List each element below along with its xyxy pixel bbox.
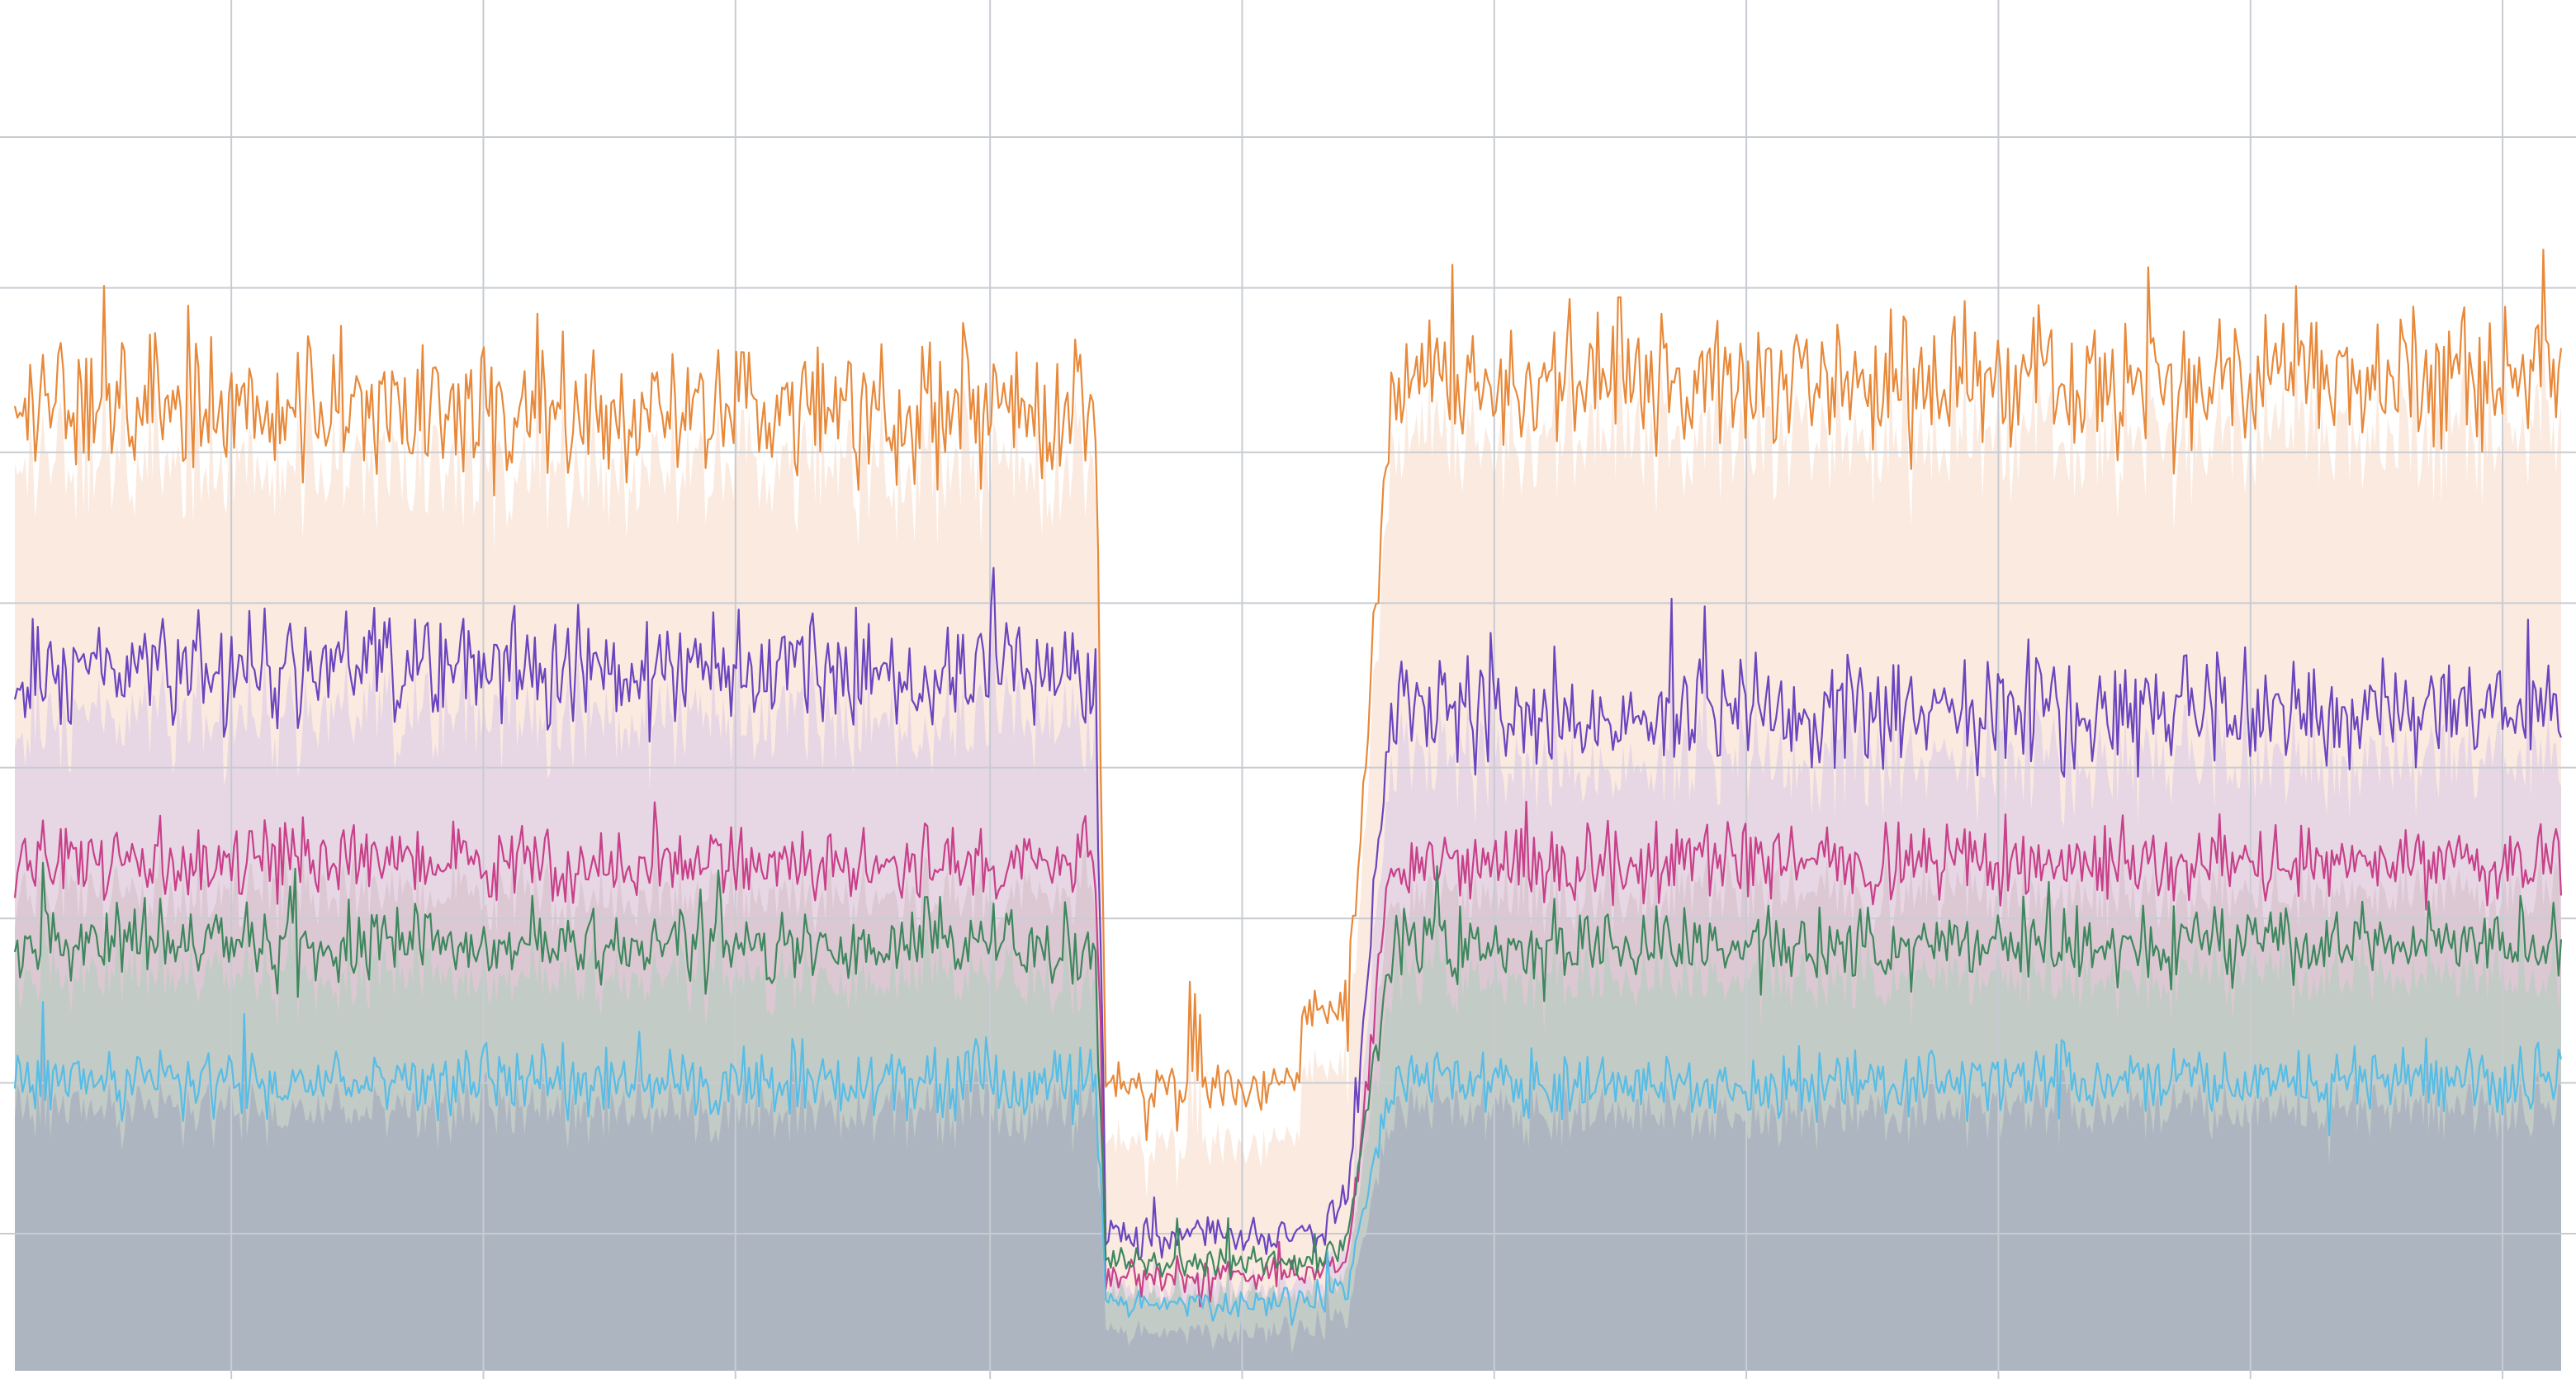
series-line-3: [13, 861, 2563, 1278]
series-line-0: [13, 249, 2563, 1141]
series-lines: [13, 249, 2563, 1326]
series-line-4: [13, 1001, 2563, 1326]
series-fill-4: [15, 1031, 2561, 1371]
series-line-1: [13, 566, 2563, 1261]
series-line-2: [13, 800, 2563, 1308]
